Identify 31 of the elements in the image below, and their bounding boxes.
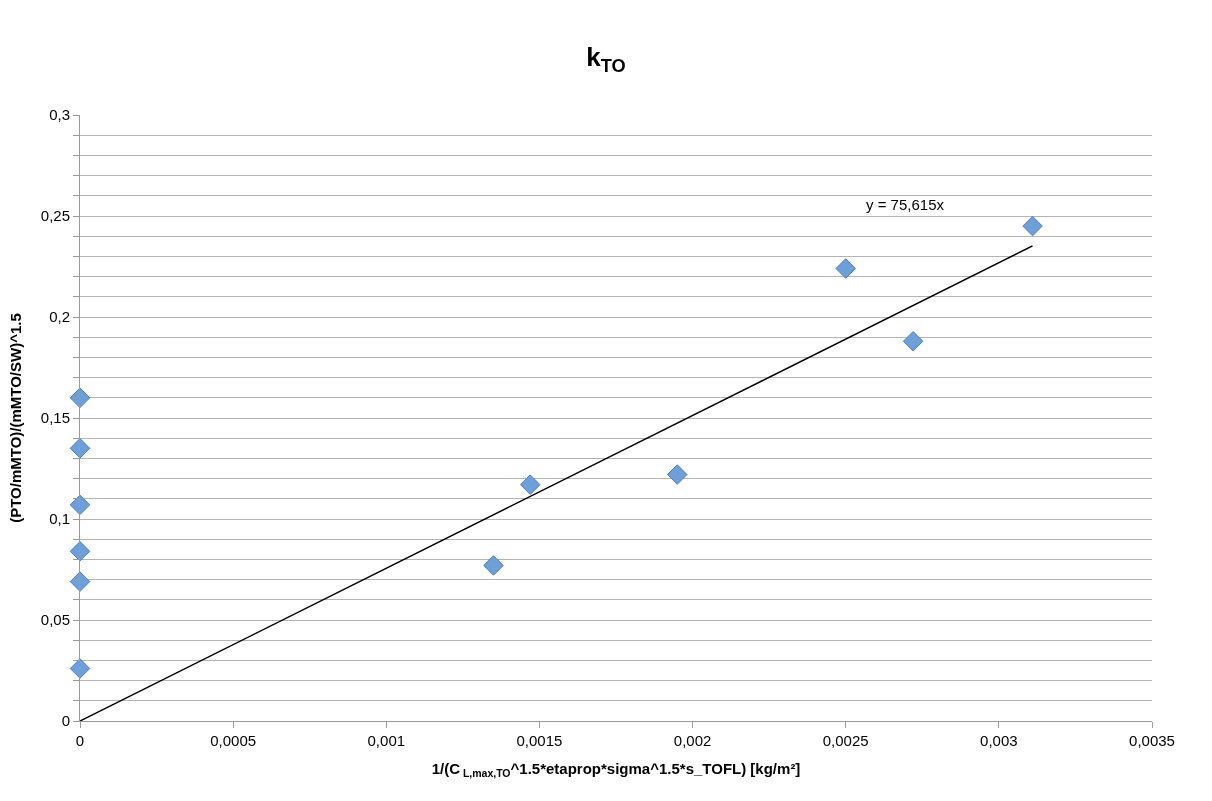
x-tick-label: 0,0005 [210, 732, 257, 749]
x-tick-label: 0,003 [980, 732, 1018, 749]
y-tick-label: 0,1 [49, 510, 70, 528]
y-tick-label: 0,15 [40, 409, 70, 427]
x-tick-label: 0,001 [367, 732, 406, 749]
point [483, 555, 504, 576]
point [902, 330, 924, 352]
point [835, 258, 856, 279]
point [69, 571, 91, 592]
y-tick-label: 0,05 [40, 611, 70, 629]
point [667, 464, 688, 485]
point [69, 494, 91, 516]
annotation: y = 75,615x [866, 196, 945, 213]
x-tick-label: 0,0035 [1129, 732, 1175, 749]
x-tick-label: 0,0015 [516, 732, 563, 749]
y-tick-label: 0,3 [49, 106, 70, 124]
y-tick-label: 0,2 [49, 308, 70, 326]
y-axis-title: (PTO/mMTO)/(mMTO/SW)^1.5 [7, 313, 25, 523]
point [1022, 215, 1043, 237]
x-tick-label: 0,0025 [822, 732, 869, 749]
point [69, 658, 91, 679]
chart-title: k$_{TO}$ [586, 42, 626, 76]
x-axis-title: 1/(C $_{L,max,TO}$^1.5*etaprop*sigma^1.5*s_TOFL) [kg/m²] [431, 760, 801, 780]
y-tick-label: 0,25 [40, 207, 70, 225]
point [69, 438, 91, 459]
x-tick-label: 0 [75, 732, 85, 749]
point [69, 387, 91, 409]
point [69, 541, 91, 562]
y-tick-label: 0 [61, 712, 70, 730]
x-tick-label: 0,002 [673, 732, 712, 749]
point [519, 474, 541, 495]
